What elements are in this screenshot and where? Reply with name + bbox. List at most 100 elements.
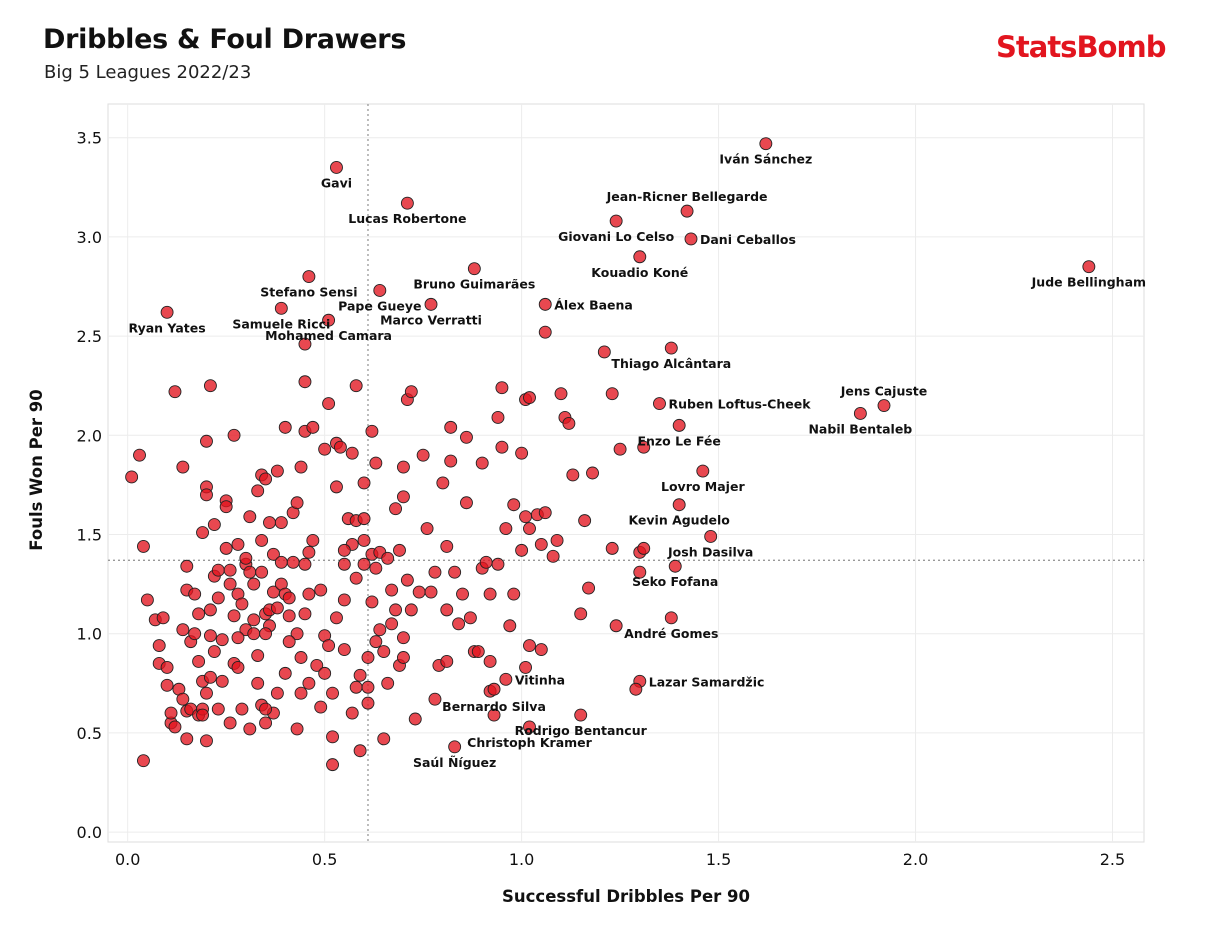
data-point [326, 758, 339, 772]
x-tick-label: 1.5 [706, 850, 731, 869]
data-point [381, 676, 395, 690]
data-point [326, 686, 339, 700]
data-point [404, 385, 418, 399]
data-point [440, 539, 454, 553]
data-point [463, 611, 477, 625]
data-point [337, 543, 351, 557]
data-point [255, 565, 269, 579]
data-point [361, 651, 375, 664]
data-point [574, 607, 588, 621]
data-point [633, 250, 647, 264]
data-point [318, 442, 332, 456]
plot-frame [107, 103, 1145, 843]
data-point [282, 609, 296, 623]
point-label: Stefano Sensi [260, 285, 357, 300]
data-point [188, 627, 202, 641]
data-point [207, 518, 221, 532]
data-point [633, 565, 647, 579]
point-label: Gavi [321, 175, 352, 190]
data-point [353, 668, 367, 682]
data-point [534, 643, 548, 657]
data-point [314, 700, 328, 714]
data-point [609, 214, 623, 228]
data-point [373, 623, 387, 637]
data-point [491, 557, 505, 571]
y-tick-label: 3.0 [77, 228, 102, 247]
data-point [578, 514, 592, 528]
data-point [227, 428, 241, 442]
data-point [286, 555, 300, 569]
data-point [554, 387, 568, 401]
data-point [306, 534, 320, 547]
data-point [243, 722, 257, 736]
data-point [294, 651, 308, 664]
data-point [239, 551, 253, 565]
point-label: Bruno Guimarães [413, 277, 535, 292]
data-point [322, 397, 336, 411]
data-point [200, 686, 213, 700]
data-point [396, 460, 410, 474]
data-point [400, 196, 414, 210]
data-point [389, 502, 403, 516]
data-point [668, 559, 682, 573]
data-point [428, 565, 442, 579]
x-axis-ticks: 0.0 0.5 1.0 1.5 2.0 2.5 [115, 850, 1125, 869]
point-label: Lovro Majer [661, 479, 745, 494]
point-label: Lazar Samardžic [649, 674, 765, 689]
data-point [192, 655, 206, 668]
data-point [495, 381, 509, 395]
data-point [538, 297, 552, 311]
data-point [176, 692, 190, 706]
x-axis-title: Successful Dribbles Per 90 [502, 887, 750, 906]
data-point [211, 702, 225, 716]
data-point [605, 387, 619, 401]
data-point [605, 541, 619, 555]
data-point [345, 446, 359, 460]
data-point [227, 609, 241, 623]
data-point [637, 440, 651, 454]
data-point [140, 593, 154, 607]
data-point [259, 702, 273, 716]
point-labels: Iván Sánchez Gavi Lucas Robertone Jean-Ricn… [129, 152, 1147, 770]
point-label: Pape Gueye [338, 298, 421, 313]
data-point [168, 720, 182, 734]
data-point [290, 496, 304, 510]
point-label: Rodrigo Bentancur [515, 723, 648, 738]
x-tick-label: 0.0 [115, 850, 140, 869]
point-label: Bernardo Silva [442, 699, 546, 714]
data-point [302, 676, 316, 690]
point-label: Álex Baena [554, 297, 633, 312]
data-point [353, 744, 367, 758]
data-point [290, 722, 304, 736]
data-point [523, 522, 536, 535]
data-point [1082, 260, 1096, 274]
data-point [251, 676, 265, 690]
data-point [192, 607, 206, 621]
data-point [326, 730, 339, 744]
data-point [180, 559, 194, 573]
data-point [400, 573, 414, 587]
data-point [507, 587, 521, 601]
data-point [337, 643, 351, 657]
data-point [385, 583, 399, 597]
data-point [247, 627, 261, 641]
data-point [361, 696, 375, 710]
data-point [853, 407, 867, 420]
data-point [428, 692, 442, 706]
data-point [385, 617, 399, 631]
data-point [345, 706, 359, 720]
y-axis-ticks: 0.0 0.5 1.0 1.5 2.0 2.5 3.0 3.5 [77, 129, 102, 842]
data-point [125, 470, 139, 484]
data-point [137, 539, 150, 553]
point-label: Ryan Yates [129, 320, 206, 335]
data-point [586, 466, 599, 480]
data-point [133, 448, 146, 462]
data-point [396, 651, 410, 664]
data-point [487, 708, 501, 722]
data-point [357, 557, 371, 571]
data-point [483, 655, 497, 668]
data-point [440, 603, 454, 617]
data-point [672, 418, 686, 432]
data-point [519, 660, 533, 674]
data-point [365, 595, 379, 609]
